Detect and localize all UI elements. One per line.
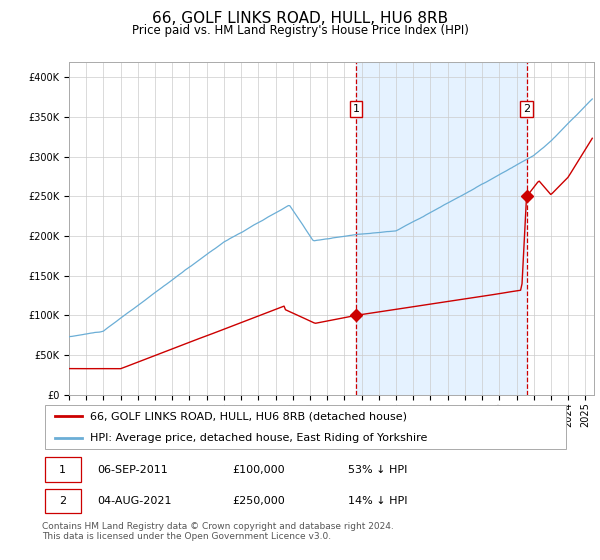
FancyBboxPatch shape (44, 489, 80, 514)
FancyBboxPatch shape (44, 405, 566, 449)
Text: 14% ↓ HPI: 14% ↓ HPI (348, 496, 408, 506)
FancyBboxPatch shape (44, 458, 80, 482)
Text: Price paid vs. HM Land Registry's House Price Index (HPI): Price paid vs. HM Land Registry's House … (131, 24, 469, 36)
Text: £100,000: £100,000 (232, 465, 285, 475)
Bar (356, 62, 527, 395)
Text: This data is licensed under the Open Government Licence v3.0.: This data is licensed under the Open Gov… (42, 532, 331, 541)
Text: Contains HM Land Registry data © Crown copyright and database right 2024.: Contains HM Land Registry data © Crown c… (42, 522, 394, 531)
Text: 04-AUG-2021: 04-AUG-2021 (97, 496, 172, 506)
Text: 66, GOLF LINKS ROAD, HULL, HU6 8RB: 66, GOLF LINKS ROAD, HULL, HU6 8RB (152, 11, 448, 26)
Text: 2: 2 (59, 496, 66, 506)
Text: HPI: Average price, detached house, East Riding of Yorkshire: HPI: Average price, detached house, East… (89, 433, 427, 443)
Text: 06-SEP-2011: 06-SEP-2011 (97, 465, 168, 475)
Text: 53% ↓ HPI: 53% ↓ HPI (348, 465, 407, 475)
Text: 66, GOLF LINKS ROAD, HULL, HU6 8RB (detached house): 66, GOLF LINKS ROAD, HULL, HU6 8RB (deta… (89, 411, 407, 421)
Text: 2: 2 (523, 104, 530, 114)
Text: 1: 1 (352, 104, 359, 114)
Text: £250,000: £250,000 (232, 496, 285, 506)
Text: 1: 1 (59, 465, 66, 475)
